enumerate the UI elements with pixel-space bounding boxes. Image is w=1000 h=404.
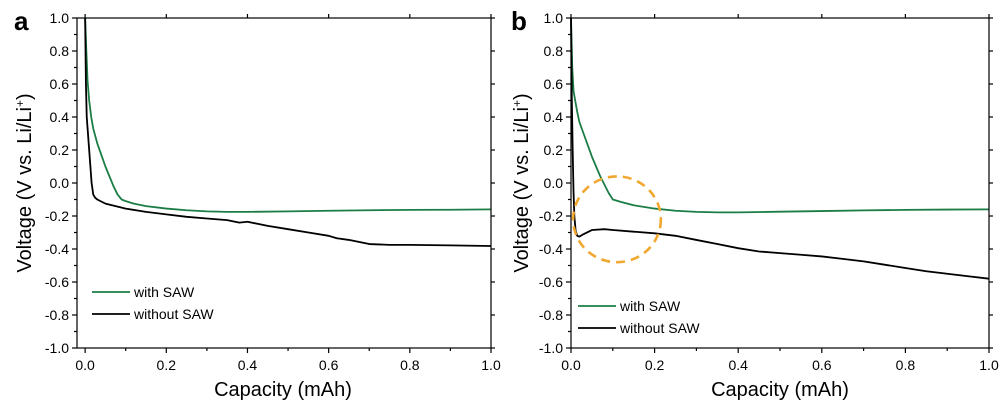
y-tick-label-b-10: 1.0: [544, 10, 564, 26]
x-tick-label-a-5: 1.0: [481, 357, 501, 373]
y-tick-label-b-8: 0.6: [544, 76, 564, 92]
panel-letter-b: b: [511, 6, 527, 36]
x-tick-label-b-2: 0.4: [728, 357, 748, 373]
series-b-1-line: [570, 17, 990, 280]
y-tick-label-a-8: 0.6: [50, 76, 70, 92]
x-axis-title-b: Capacity (mAh): [711, 379, 849, 401]
y-tick-label-b-0: -1.0: [539, 340, 563, 356]
y-tick-label-b-1: -0.8: [539, 307, 563, 323]
legend-label-b-0: with SAW: [619, 298, 681, 314]
y-tick-label-a-6: 0.2: [50, 142, 70, 158]
y-tick-label-b-6: 0.2: [544, 142, 564, 158]
x-tick-label-a-0: 0.0: [75, 357, 95, 373]
y-tick-label-a-5: 0.0: [50, 175, 70, 191]
y-tick-label-a-1: -0.8: [45, 307, 69, 323]
y-tick-label-b-4: -0.2: [539, 208, 563, 224]
series-a-0-line: [84, 17, 492, 213]
y-tick-label-a-3: -0.4: [45, 241, 69, 257]
legend-label-a-0: with SAW: [133, 284, 195, 300]
panel-letter-a: a: [14, 6, 29, 36]
y-tick-label-b-9: 0.8: [544, 43, 564, 59]
x-tick-label-a-2: 0.4: [238, 357, 258, 373]
x-tick-label-b-0: 0.0: [561, 357, 581, 373]
x-tick-label-b-1: 0.2: [645, 357, 665, 373]
y-tick-label-a-0: -1.0: [45, 340, 69, 356]
x-tick-label-a-1: 0.2: [157, 357, 177, 373]
y-tick-label-a-7: 0.4: [50, 109, 70, 125]
y-tick-label-a-10: 1.0: [50, 10, 70, 26]
panel-a: a -1.0 -0.8 -0.6 -0.4 -0.2 0.0 0.2 0.4 0.6 0.8 1.0…: [13, 6, 501, 401]
y-tick-label-a-9: 0.8: [50, 43, 70, 59]
x-tick-label-b-3: 0.6: [812, 357, 832, 373]
y-tick-label-b-2: -0.6: [539, 274, 563, 290]
legend-label-b-1: without SAW: [619, 320, 700, 336]
x-tick-label-b-4: 0.8: [896, 357, 916, 373]
y-axis-title-b: Voltage (V vs. Li/Li+): [510, 93, 533, 272]
series-b-0-line: [570, 17, 990, 214]
y-tick-label-b-7: 0.4: [544, 109, 564, 125]
x-tick-label-a-3: 0.6: [319, 357, 339, 373]
x-axis-title-a: Capacity (mAh): [214, 379, 352, 401]
y-tick-label-b-5: 0.0: [544, 175, 564, 191]
x-tick-label-b-5: 1.0: [979, 357, 999, 373]
panel-b: b -1.0 -0.8 -0.6 -0.4 -0.2 0.0 0.2 0.4 0.6 0.8 1.0…: [510, 6, 999, 401]
y-tick-label-a-2: -0.6: [45, 274, 69, 290]
y-tick-label-b-3: -0.4: [539, 241, 563, 257]
highlight-circle-b: [571, 175, 663, 264]
legend-label-a-1: without SAW: [133, 306, 214, 322]
y-axis-title-a: Voltage (V vs. Li/Li+): [13, 93, 36, 272]
y-tick-label-a-4: -0.2: [45, 208, 69, 224]
x-tick-label-a-4: 0.8: [400, 357, 420, 373]
series-a-1-line: [84, 17, 492, 247]
